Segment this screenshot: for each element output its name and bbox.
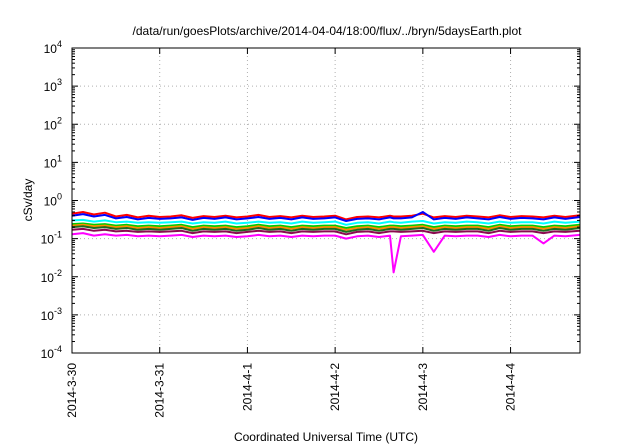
series-line-2: [71, 211, 581, 222]
series-line-8: [71, 232, 581, 274]
y-tick-label: 10-4: [41, 344, 62, 361]
x-axis-label: Coordinated Universal Time (UTC): [234, 430, 418, 444]
x-tick-label: 2014-4-2: [328, 363, 342, 411]
tick-marks: [71, 47, 580, 354]
series-line-1: [71, 211, 581, 221]
data-series: [71, 211, 581, 274]
x-tick-label: 2014-4-1: [240, 363, 254, 411]
x-tick-label: 2014-3-30: [65, 363, 79, 418]
series-line-4: [71, 222, 581, 229]
grid-lines: [71, 48, 580, 353]
x-axis-tick-labels: 2014-3-30 2014-3-31 2014-4-1 2014-4-2 2014-4…: [65, 363, 518, 418]
y-tick-label: 10-1: [41, 230, 62, 247]
y-tick-label: 101: [44, 153, 62, 170]
y-tick-label: 104: [44, 39, 62, 56]
chart-title: /data/run/goesPlots/archive/2014-04-04/1…: [133, 24, 523, 38]
y-tick-label: 10-2: [41, 268, 62, 285]
series-line-6: [71, 225, 581, 233]
y-tick-label: 103: [44, 77, 62, 94]
y-axis-label: cSv/day: [21, 179, 35, 222]
y-tick-label: 100: [44, 192, 62, 209]
x-tick-label: 2014-4-3: [416, 363, 430, 411]
y-tick-label: 102: [44, 115, 62, 132]
series-line-3: [71, 218, 581, 226]
y-axis-tick-labels: 10-4 10-3 10-2 10-1 100 101 102 103 104: [41, 39, 62, 361]
x-tick-label: 2014-4-4: [504, 363, 518, 411]
y-tick-label: 10-3: [41, 306, 62, 323]
series-line-5: [71, 223, 581, 231]
x-tick-label: 2014-3-31: [153, 363, 167, 418]
series-line-7: [71, 227, 581, 236]
